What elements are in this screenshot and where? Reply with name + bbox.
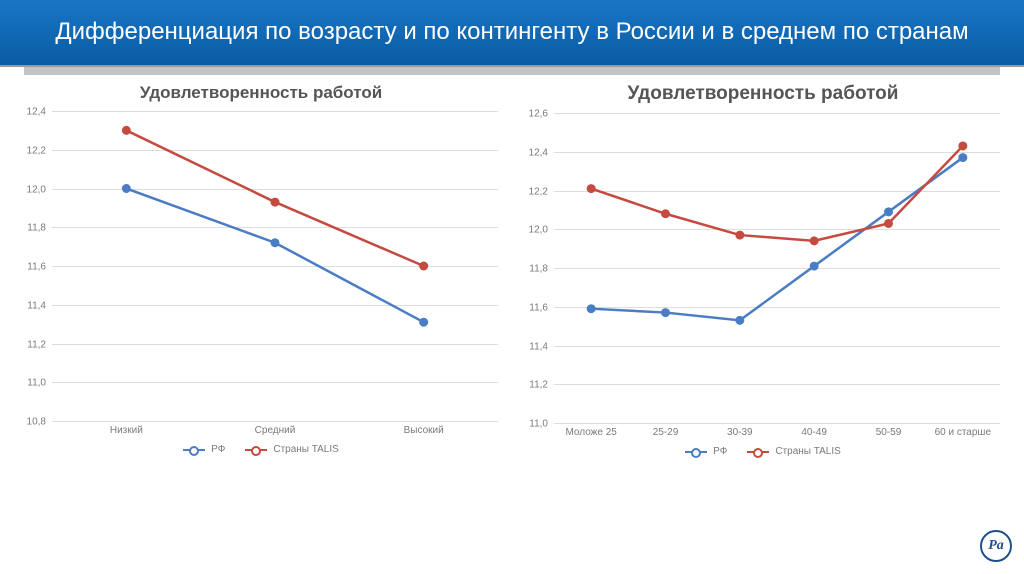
divider-bar [24, 67, 1000, 75]
legend-swatch-talis-r [747, 451, 769, 453]
chart-right-legend: РФ Страны TALIS [520, 446, 1006, 457]
series-marker [736, 317, 744, 325]
grid-line: 10,8 [52, 421, 498, 422]
y-tick-label: 11,2 [27, 339, 46, 350]
y-tick-label: 12,4 [27, 107, 46, 118]
slide-header: Дифференциация по возрасту и по континге… [0, 0, 1024, 67]
x-tick-label: 25-29 [628, 427, 702, 438]
y-tick-label: 12,2 [529, 186, 548, 197]
x-tick-label: Низкий [52, 425, 201, 436]
y-tick-label: 11,6 [529, 302, 548, 313]
charts-row: Удовлетворенность работой 10,811,011,211… [0, 83, 1024, 457]
slide-title: Дифференциация по возрасту и по континге… [20, 16, 1004, 47]
y-tick-label: 12,4 [529, 147, 548, 158]
series-marker [587, 305, 595, 313]
x-tick-label: 30-39 [703, 427, 777, 438]
series-marker [122, 185, 130, 193]
series-marker [736, 231, 744, 239]
chart-right-xaxis: Моложе 2525-2930-3940-4950-5960 и старше [554, 427, 1000, 438]
chart-right-title: Удовлетворенность работой [520, 83, 1006, 105]
series-line [126, 189, 423, 323]
legend-item-rf: РФ [183, 444, 225, 455]
logo-text: Pa [988, 538, 1004, 554]
series-marker [122, 127, 130, 135]
series-marker [885, 220, 893, 228]
logo-icon: Pa [980, 530, 1012, 562]
series-marker [420, 262, 428, 270]
y-tick-label: 12,0 [27, 184, 46, 195]
chart-svg [52, 111, 498, 421]
chart-left-plot: 10,811,011,211,411,611,812,012,212,4 [52, 111, 498, 421]
legend-swatch-talis [245, 449, 267, 451]
series-marker [420, 318, 428, 326]
chart-right-plot: 11,011,211,411,611,812,012,212,412,6 [554, 113, 1000, 423]
y-tick-label: 11,2 [529, 380, 548, 391]
y-tick-label: 11,8 [27, 223, 46, 234]
series-marker [662, 309, 670, 317]
y-tick-label: 11,0 [27, 378, 46, 389]
chart-left: Удовлетворенность работой 10,811,011,211… [18, 83, 504, 457]
y-tick-label: 12,6 [529, 109, 548, 120]
grid-line: 11,0 [554, 423, 1000, 424]
chart-left-title: Удовлетворенность работой [18, 83, 504, 103]
series-marker [885, 208, 893, 216]
series-marker [959, 142, 967, 150]
x-tick-label: Высокий [349, 425, 498, 436]
y-tick-label: 11,4 [27, 300, 46, 311]
legend-label-rf-r: РФ [713, 446, 727, 457]
y-tick-label: 11,0 [529, 419, 548, 430]
y-tick-label: 12,2 [27, 145, 46, 156]
chart-left-xaxis: НизкийСреднийВысокий [52, 425, 498, 436]
x-tick-label: 60 и старше [926, 427, 1000, 438]
series-marker [662, 210, 670, 218]
x-tick-label: 40-49 [777, 427, 851, 438]
legend-label-talis: Страны TALIS [273, 444, 338, 455]
legend-item-talis-r: Страны TALIS [747, 446, 840, 457]
legend-swatch-rf-r [685, 451, 707, 453]
legend-swatch-rf [183, 449, 205, 451]
y-tick-label: 12,0 [529, 225, 548, 236]
series-marker [810, 262, 818, 270]
legend-item-rf-r: РФ [685, 446, 727, 457]
chart-right: Удовлетворенность работой 11,011,211,411… [520, 83, 1006, 457]
y-tick-label: 11,8 [529, 264, 548, 275]
legend-label-rf: РФ [211, 444, 225, 455]
series-marker [959, 154, 967, 162]
y-tick-label: 10,8 [27, 417, 46, 428]
y-tick-label: 11,4 [529, 341, 548, 352]
chart-left-legend: РФ Страны TALIS [18, 444, 504, 455]
x-tick-label: 50-59 [851, 427, 925, 438]
series-marker [271, 239, 279, 247]
legend-label-talis-r: Страны TALIS [775, 446, 840, 457]
series-marker [810, 237, 818, 245]
x-tick-label: Средний [201, 425, 350, 436]
legend-item-talis: Страны TALIS [245, 444, 338, 455]
y-tick-label: 11,6 [27, 262, 46, 273]
chart-svg [554, 113, 1000, 423]
series-marker [587, 185, 595, 193]
series-marker [271, 198, 279, 206]
x-tick-label: Моложе 25 [554, 427, 628, 438]
series-line [591, 146, 963, 241]
